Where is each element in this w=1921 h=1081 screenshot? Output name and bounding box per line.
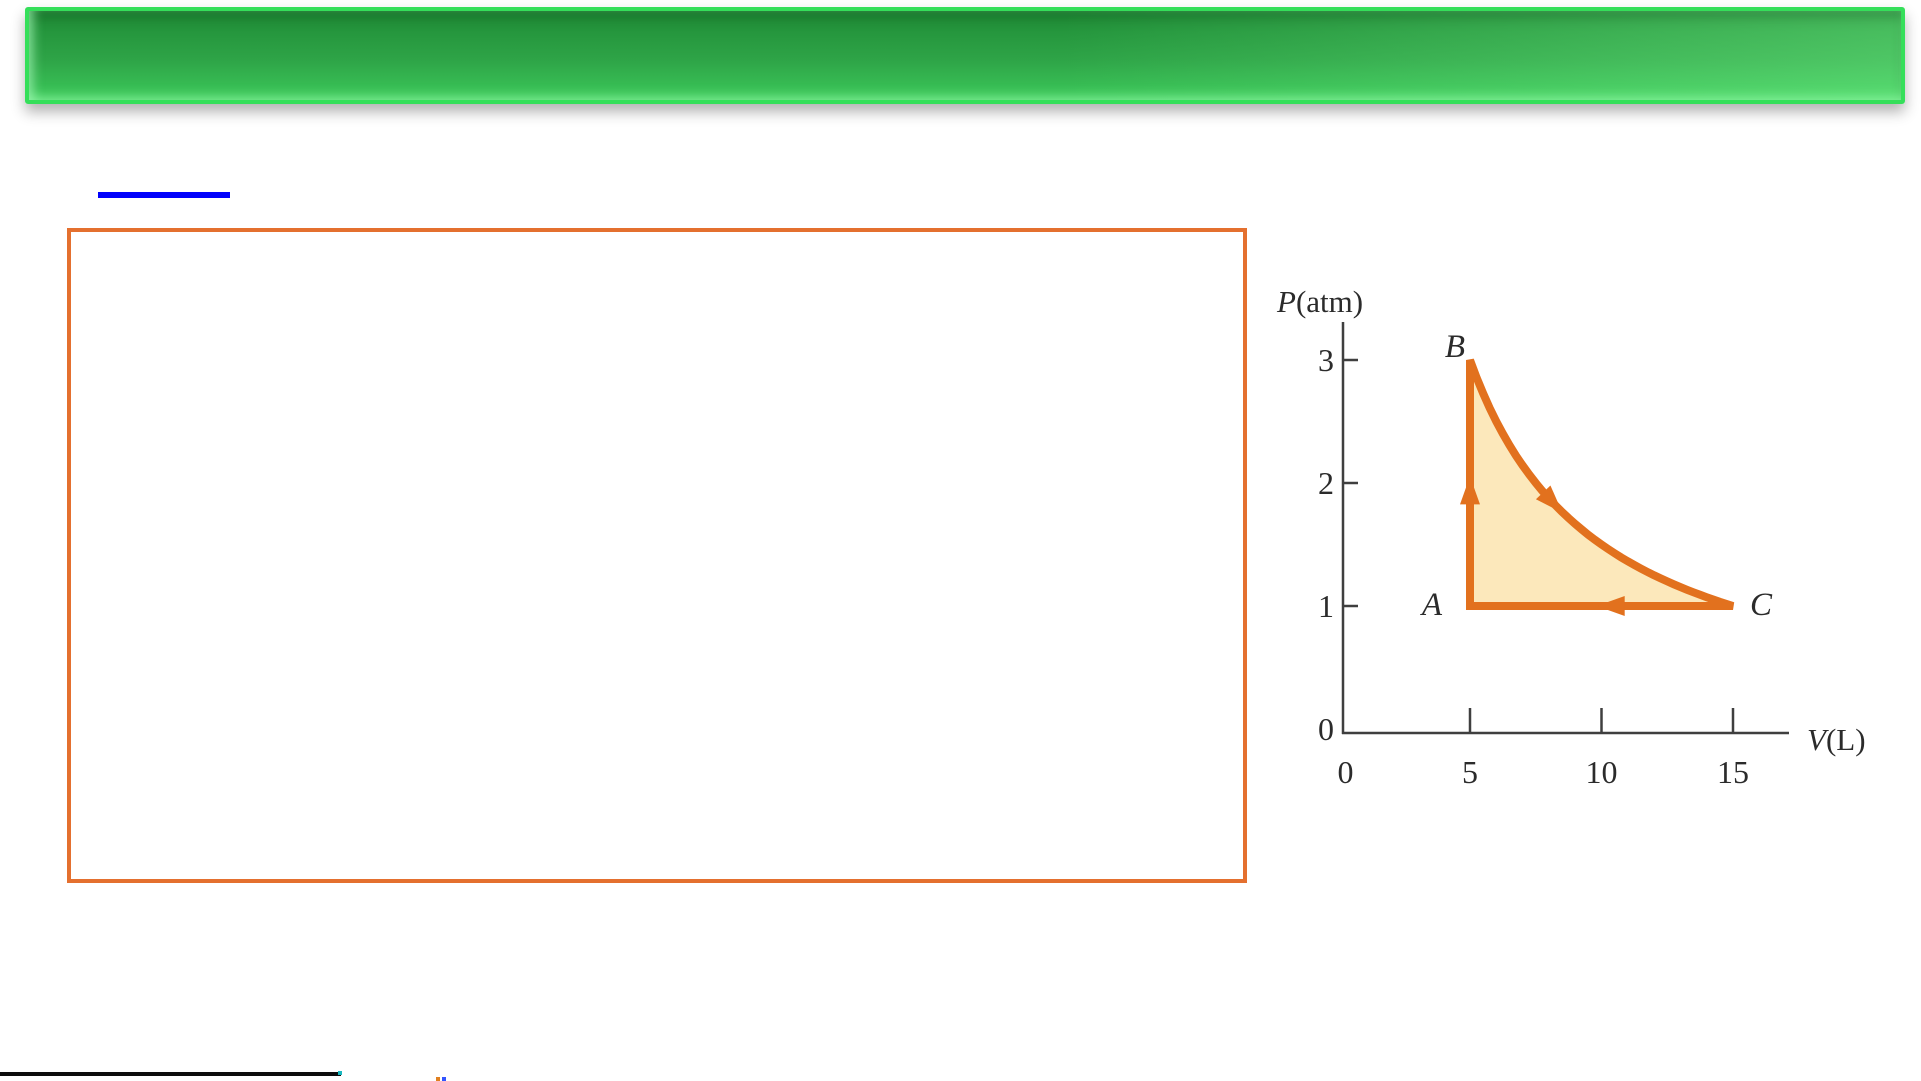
y-tick-label: 3 bbox=[1318, 342, 1334, 378]
cycle-path bbox=[1466, 358, 1735, 610]
y-tick-label: 0 bbox=[1318, 711, 1334, 747]
cycle-shaded-region bbox=[1470, 360, 1733, 606]
footer-divider-line bbox=[0, 1072, 341, 1076]
x-tick-label: 10 bbox=[1586, 754, 1618, 790]
arrow-c-to-a bbox=[1596, 596, 1625, 616]
point-label-A: A bbox=[1420, 587, 1443, 623]
slide-title-banner bbox=[25, 7, 1905, 104]
footer-text-fragment bbox=[436, 1077, 440, 1081]
arrow-b-to-c bbox=[1535, 485, 1563, 513]
content-placeholder-box bbox=[67, 228, 1247, 883]
x-axis-label: V(L) bbox=[1807, 722, 1866, 757]
footer-text-fragment bbox=[442, 1077, 446, 1081]
y-tick-label: 2 bbox=[1318, 465, 1334, 501]
x-tick-label: 0 bbox=[1338, 754, 1354, 790]
y-tick-label: 1 bbox=[1318, 588, 1334, 624]
arrow-a-to-b bbox=[1460, 476, 1480, 505]
hyperlink-underline[interactable] bbox=[98, 192, 230, 198]
footer-text-fragment bbox=[338, 1071, 342, 1075]
y-axis-label: P(atm) bbox=[1276, 284, 1363, 319]
point-label-B: B bbox=[1445, 329, 1465, 365]
x-tick-label: 5 bbox=[1462, 754, 1478, 790]
x-tick-label: 15 bbox=[1717, 754, 1749, 790]
point-label-C: C bbox=[1750, 587, 1773, 623]
